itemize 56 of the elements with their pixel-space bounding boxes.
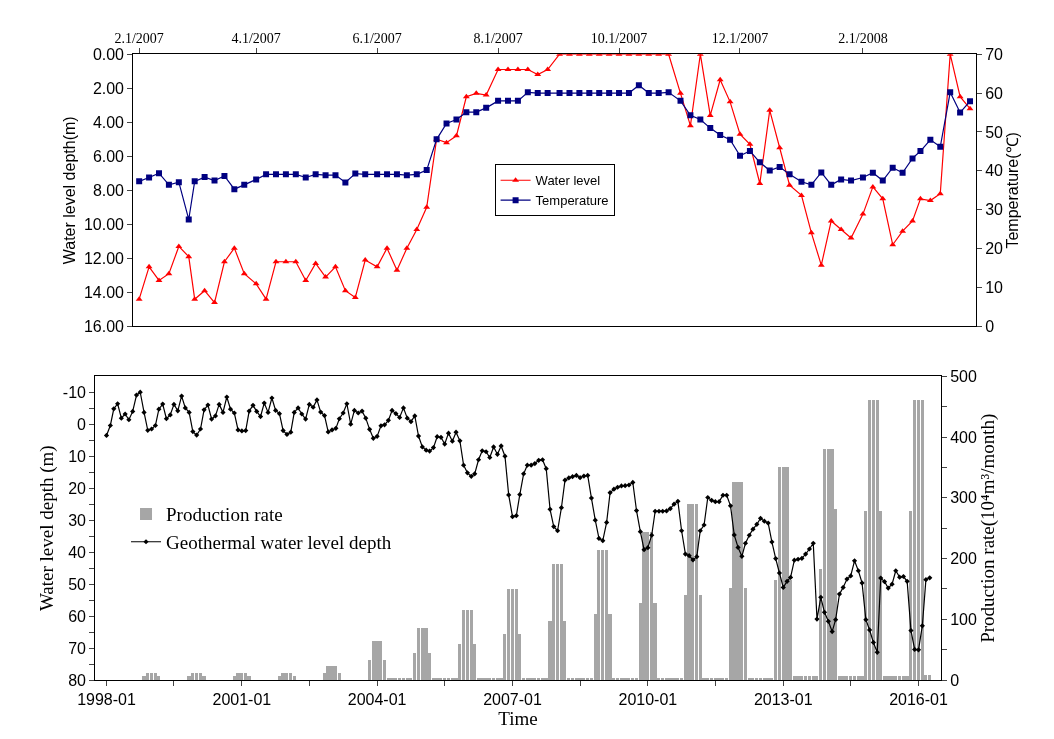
legend-label: Geothermal water level depth [166, 532, 392, 554]
y2-tick-label: 100 [950, 610, 977, 628]
y-tick-label: 20 [68, 479, 87, 497]
y2-tick-label: 60 [985, 84, 1004, 102]
x-tick-label: 2001-01 [212, 691, 272, 709]
y-tick-label: 4.00 [92, 113, 125, 131]
y2-axis-title: Temperature(℃) [1003, 132, 1021, 249]
y2-tick-label: 50 [985, 123, 1004, 141]
x-tick-label: 6.1/2007 [352, 30, 402, 46]
y-tick-label: 12.00 [83, 249, 125, 267]
y2-tick-label: 10 [985, 279, 1004, 297]
x-tick-label: 12.1/2007 [711, 30, 769, 46]
y-tick-label: 80 [68, 671, 87, 689]
x-tick-label: 1998-01 [77, 691, 136, 709]
x-tick-label: 2007-01 [483, 691, 542, 709]
y-tick-label: 0.00 [92, 45, 125, 63]
y2-tick-label: 500 [950, 367, 977, 385]
y2-tick-label: 70 [985, 45, 1004, 63]
y-tick-label: 14.00 [83, 283, 125, 301]
y2-tick-label: 30 [985, 201, 1004, 219]
y-axis-title: Water level depth (m) [35, 445, 58, 612]
legend-label: Temperature [535, 193, 609, 209]
y-tick-label: 70 [68, 639, 87, 657]
y-tick-label: 6.00 [92, 147, 125, 165]
y2-tick-label: 0 [985, 318, 995, 335]
x-tick-label: 10.1/2007 [590, 30, 648, 46]
y-tick-label: 50 [68, 575, 87, 593]
y-tick-label: -10 [62, 383, 87, 401]
x-tick-label: 8.1/2007 [473, 30, 523, 46]
y2-tick-label: 200 [950, 550, 977, 568]
y2-tick-label: 300 [950, 489, 977, 507]
x-tick-label: 2010-01 [618, 691, 678, 709]
x-tick-label: 2013-01 [753, 691, 813, 709]
y-tick-label: 10.00 [83, 215, 125, 233]
x-tick-label: 2.1/2008 [838, 30, 888, 46]
x-tick-label: 2016-01 [889, 691, 948, 709]
legend-label: Production rate [166, 504, 283, 526]
y-tick-label: 10 [68, 447, 87, 465]
y2-tick-label: 0 [950, 671, 960, 689]
y2-tick-label: 40 [985, 162, 1004, 180]
y2-tick-label: 400 [950, 428, 977, 446]
y-axis-title: Water level depth(m) [60, 116, 78, 265]
y-tick-label: 2.00 [92, 79, 125, 97]
x-tick-label: 4.1/2007 [231, 30, 281, 46]
y-tick-label: 60 [68, 607, 87, 625]
x-tick-label: 2004-01 [347, 691, 407, 709]
legend-label: Water level [535, 173, 601, 189]
y-tick-label: 0 [77, 415, 87, 433]
y-tick-label: 8.00 [92, 181, 125, 199]
y2-axis-title: Production rate(10⁴m³/month) [976, 413, 999, 643]
x-tick-label: 2.1/2007 [114, 30, 164, 46]
y-tick-label: 16.00 [83, 318, 125, 335]
y-tick-label: 40 [68, 543, 87, 561]
y-tick-label: 30 [68, 511, 87, 529]
x-axis-title: Time [498, 708, 538, 730]
y2-tick-label: 20 [985, 240, 1004, 258]
